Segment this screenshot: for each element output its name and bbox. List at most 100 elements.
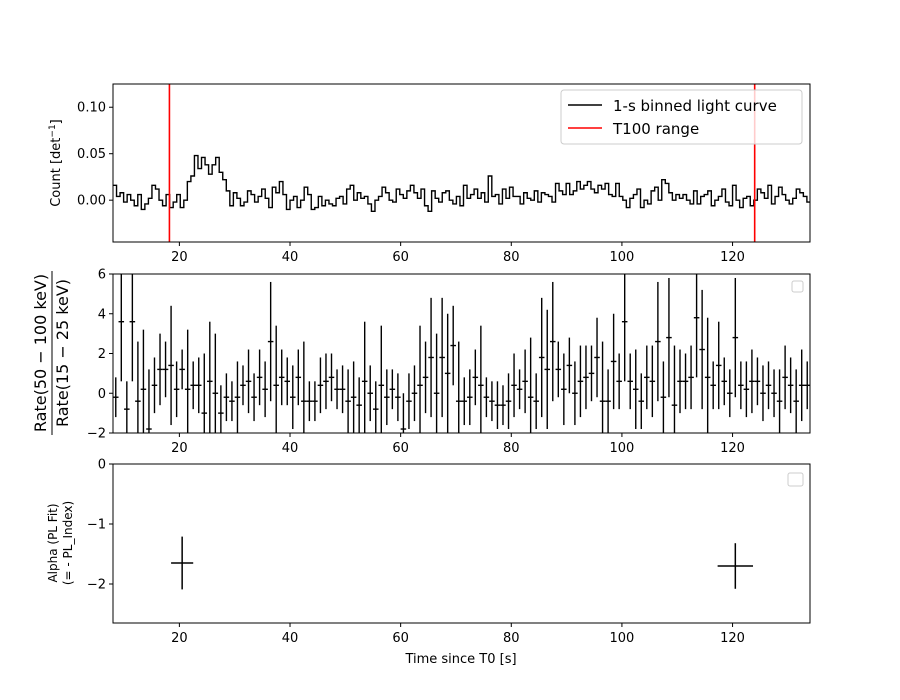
x-tick-label: 60 bbox=[392, 250, 409, 265]
hardness-ratio-point bbox=[660, 361, 667, 433]
hardness-ratio-point bbox=[422, 341, 429, 414]
hardness-ratio-point bbox=[267, 281, 274, 402]
hardness-ratio-point bbox=[345, 369, 351, 433]
hardness-ratio-point bbox=[544, 309, 551, 430]
hardness-ratio-point bbox=[566, 337, 573, 394]
legend-label-t100: T100 range bbox=[612, 120, 699, 138]
hardness-ratio-point bbox=[433, 333, 440, 433]
hardness-ratio-point bbox=[118, 274, 125, 382]
hardness-ratio-point bbox=[710, 361, 716, 410]
hardness-ratio-point bbox=[278, 349, 285, 406]
hardness-ratio-empty-legend bbox=[791, 280, 804, 293]
hardness-ratio-point bbox=[655, 281, 661, 402]
x-tick-label: 100 bbox=[610, 631, 635, 646]
hardness-ratio-point bbox=[489, 381, 495, 422]
x-tick-label: 80 bbox=[503, 441, 520, 456]
hardness-ratio-point bbox=[550, 281, 556, 402]
hardness-ratio-point bbox=[527, 337, 534, 433]
hardness-ratio-point bbox=[301, 341, 307, 433]
light-curve-y-ticks: 0.00 0.05 0.10 bbox=[77, 101, 113, 209]
hardness-ratio-point bbox=[395, 373, 401, 422]
hardness-ratio-point bbox=[312, 381, 318, 422]
light-curve-axes-frame bbox=[112, 83, 811, 243]
hardness-ratio-point bbox=[632, 349, 639, 430]
hardness-ratio-point bbox=[621, 274, 628, 382]
hardness-ratio-point bbox=[605, 369, 611, 433]
x-tick-label: 60 bbox=[392, 441, 409, 456]
hardness-ratio-point bbox=[444, 313, 451, 433]
hardness-ratio-point bbox=[195, 357, 202, 414]
hardness-ratio-point bbox=[644, 345, 650, 410]
hardness-ratio-point bbox=[450, 305, 456, 386]
hardness-ratio-point bbox=[339, 365, 346, 414]
hardness-ratio-point bbox=[135, 341, 141, 433]
hardness-ratio-point bbox=[754, 357, 761, 406]
hardness-ratio-point bbox=[732, 277, 739, 398]
hardness-ratio-point bbox=[129, 274, 136, 382]
light-curve-legend: 1-s binned light curve T100 range bbox=[560, 89, 803, 145]
y-tick-label: 0.10 bbox=[77, 101, 106, 116]
hardness-ratio-point bbox=[157, 333, 163, 406]
hardness-ratio-point bbox=[439, 297, 445, 418]
alpha-point bbox=[717, 543, 754, 589]
hardness-ratio-plot-area bbox=[113, 274, 810, 433]
x-tick-label: 20 bbox=[171, 250, 188, 265]
hardness-ratio-point bbox=[251, 373, 257, 422]
hardness-ratio-point bbox=[771, 369, 777, 418]
hardness-ratio-point bbox=[516, 369, 523, 410]
hardness-ratio-point bbox=[190, 361, 196, 410]
hardness-ratio-point bbox=[715, 321, 722, 410]
hardness-ratio-point bbox=[494, 381, 501, 430]
alpha-y-label-line1: Alpha (PL Fit) bbox=[46, 503, 60, 582]
hardness-ratio-point bbox=[400, 393, 407, 433]
hardness-ratio-point bbox=[406, 373, 412, 430]
hardness-ratio-point bbox=[378, 325, 385, 433]
x-axis-label: Time since T0 [s] bbox=[404, 652, 516, 667]
hardness-ratio-point bbox=[638, 373, 645, 430]
light-curve-series bbox=[113, 154, 810, 213]
light-curve-panel: 0.00 0.05 0.10 20 40 60 80 100 120 Count [det−1… bbox=[48, 83, 811, 265]
hardness-ratio-point bbox=[478, 325, 484, 433]
hardness-ratio-point bbox=[610, 313, 617, 410]
y-tick-label: −2 bbox=[87, 427, 106, 442]
hardness-ratio-point bbox=[594, 317, 600, 398]
hardness-ratio-denominator-label: Rate(15 − 25 keV) bbox=[53, 279, 72, 427]
hardness-ratio-y-axis-label: Rate(50 − 100 keV) Rate(15 − 25 keV) bbox=[31, 271, 72, 435]
alpha-empty-legend bbox=[787, 472, 804, 487]
hardness-ratio-point bbox=[179, 349, 185, 390]
hardness-ratio-point bbox=[151, 357, 158, 414]
x-tick-label: 40 bbox=[282, 441, 299, 456]
hardness-ratio-point bbox=[538, 297, 545, 418]
hardness-ratio-point bbox=[361, 321, 368, 433]
hardness-ratio-point bbox=[649, 345, 656, 418]
hardness-ratio-point bbox=[223, 373, 230, 422]
light-curve-x-ticks: 20 40 60 80 100 120 bbox=[171, 242, 745, 265]
x-tick-label: 80 bbox=[503, 250, 520, 265]
hardness-ratio-point bbox=[704, 317, 711, 433]
hardness-ratio-point bbox=[306, 381, 313, 422]
hardness-ratio-point bbox=[472, 349, 479, 406]
hardness-ratio-point bbox=[671, 345, 678, 433]
x-tick-label: 100 bbox=[610, 250, 635, 265]
hardness-ratio-point bbox=[389, 369, 396, 410]
hardness-ratio-point bbox=[721, 357, 728, 406]
hardness-ratio-point bbox=[218, 385, 224, 433]
hardness-ratio-point bbox=[290, 365, 296, 430]
x-tick-label: 120 bbox=[720, 631, 745, 646]
hardness-ratio-point bbox=[367, 365, 373, 422]
hardness-ratio-point bbox=[146, 369, 152, 433]
hardness-ratio-point bbox=[743, 361, 750, 418]
hardness-ratio-point bbox=[356, 377, 362, 433]
hardness-ratio-point bbox=[212, 333, 219, 433]
hardness-ratio-point bbox=[555, 341, 562, 398]
y-tick-label: 2 bbox=[98, 347, 106, 362]
hardness-ratio-point bbox=[411, 365, 418, 422]
hardness-ratio-point bbox=[207, 321, 213, 433]
y-tick-label: 0 bbox=[98, 458, 106, 473]
x-tick-label: 80 bbox=[503, 631, 520, 646]
hardness-ratio-point bbox=[588, 345, 595, 402]
alpha-x-ticks: 20 40 60 80 100 120 bbox=[171, 623, 745, 646]
hardness-ratio-point bbox=[583, 345, 589, 410]
hardness-ratio-point bbox=[727, 369, 733, 418]
legend-label-light-curve: 1-s binned light curve bbox=[613, 97, 777, 115]
